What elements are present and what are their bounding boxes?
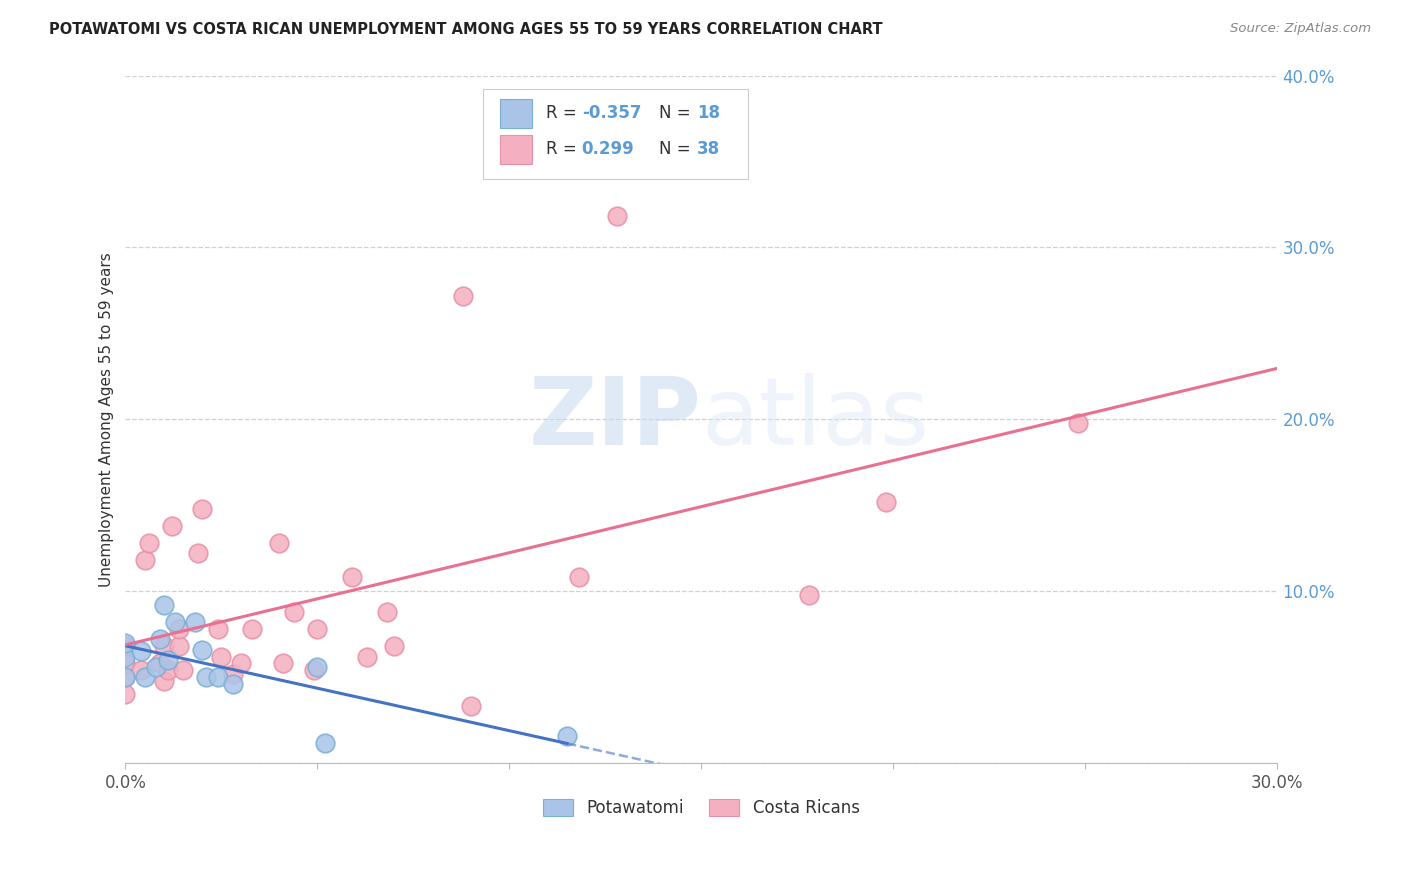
Point bbox=[567, 570, 589, 584]
Point bbox=[191, 501, 214, 516]
Point bbox=[307, 660, 329, 674]
Point bbox=[114, 639, 136, 653]
Point bbox=[134, 670, 156, 684]
Point bbox=[138, 536, 160, 550]
Point bbox=[283, 605, 305, 619]
Point bbox=[172, 663, 194, 677]
Point bbox=[149, 657, 172, 671]
FancyBboxPatch shape bbox=[482, 89, 748, 178]
Point bbox=[222, 666, 245, 681]
Text: POTAWATOMI VS COSTA RICAN UNEMPLOYMENT AMONG AGES 55 TO 59 YEARS CORRELATION CHA: POTAWATOMI VS COSTA RICAN UNEMPLOYMENT A… bbox=[49, 22, 883, 37]
Point bbox=[356, 649, 378, 664]
Text: 18: 18 bbox=[697, 104, 720, 122]
Point bbox=[114, 649, 136, 664]
Text: 0.299: 0.299 bbox=[582, 140, 634, 158]
Text: R =: R = bbox=[546, 140, 588, 158]
Point bbox=[375, 605, 398, 619]
Point bbox=[195, 670, 218, 684]
Point bbox=[267, 536, 290, 550]
Point bbox=[340, 570, 363, 584]
Point bbox=[153, 673, 176, 688]
Point bbox=[160, 519, 183, 533]
Text: N =: N = bbox=[659, 104, 696, 122]
Point bbox=[271, 657, 294, 671]
Point bbox=[229, 657, 252, 671]
Point bbox=[875, 495, 897, 509]
Point bbox=[114, 670, 136, 684]
Text: -0.357: -0.357 bbox=[582, 104, 641, 122]
Point bbox=[149, 632, 172, 647]
Point bbox=[797, 588, 820, 602]
Point bbox=[114, 636, 136, 650]
Text: N =: N = bbox=[659, 140, 696, 158]
Point bbox=[307, 622, 329, 636]
Point bbox=[156, 653, 179, 667]
Point bbox=[207, 622, 229, 636]
Text: 38: 38 bbox=[697, 140, 720, 158]
Point bbox=[114, 657, 136, 671]
Point bbox=[302, 663, 325, 677]
Point bbox=[1067, 416, 1090, 430]
Point bbox=[382, 639, 405, 653]
Point bbox=[153, 598, 176, 612]
FancyBboxPatch shape bbox=[501, 99, 531, 128]
Point bbox=[145, 660, 167, 674]
Y-axis label: Unemployment Among Ages 55 to 59 years: Unemployment Among Ages 55 to 59 years bbox=[100, 252, 114, 587]
Point bbox=[156, 663, 179, 677]
Text: R =: R = bbox=[546, 104, 582, 122]
Point bbox=[153, 639, 176, 653]
Text: Source: ZipAtlas.com: Source: ZipAtlas.com bbox=[1230, 22, 1371, 36]
Point bbox=[114, 687, 136, 701]
Text: atlas: atlas bbox=[702, 374, 929, 466]
Point bbox=[211, 649, 233, 664]
Point bbox=[167, 622, 190, 636]
Point bbox=[165, 615, 187, 629]
Point bbox=[240, 622, 263, 636]
Point bbox=[187, 546, 209, 560]
Point bbox=[453, 288, 475, 302]
Point bbox=[167, 639, 190, 653]
Point bbox=[314, 735, 336, 749]
Point bbox=[207, 670, 229, 684]
Point bbox=[129, 663, 152, 677]
Text: ZIP: ZIP bbox=[529, 374, 702, 466]
FancyBboxPatch shape bbox=[501, 135, 531, 163]
Legend: Potawatomi, Costa Ricans: Potawatomi, Costa Ricans bbox=[537, 792, 866, 823]
Point bbox=[191, 642, 214, 657]
Point bbox=[183, 615, 205, 629]
Point bbox=[222, 677, 245, 691]
Point bbox=[555, 729, 578, 743]
Point bbox=[134, 553, 156, 567]
Point bbox=[129, 644, 152, 658]
Point bbox=[606, 210, 628, 224]
Point bbox=[114, 670, 136, 684]
Point bbox=[460, 699, 482, 714]
